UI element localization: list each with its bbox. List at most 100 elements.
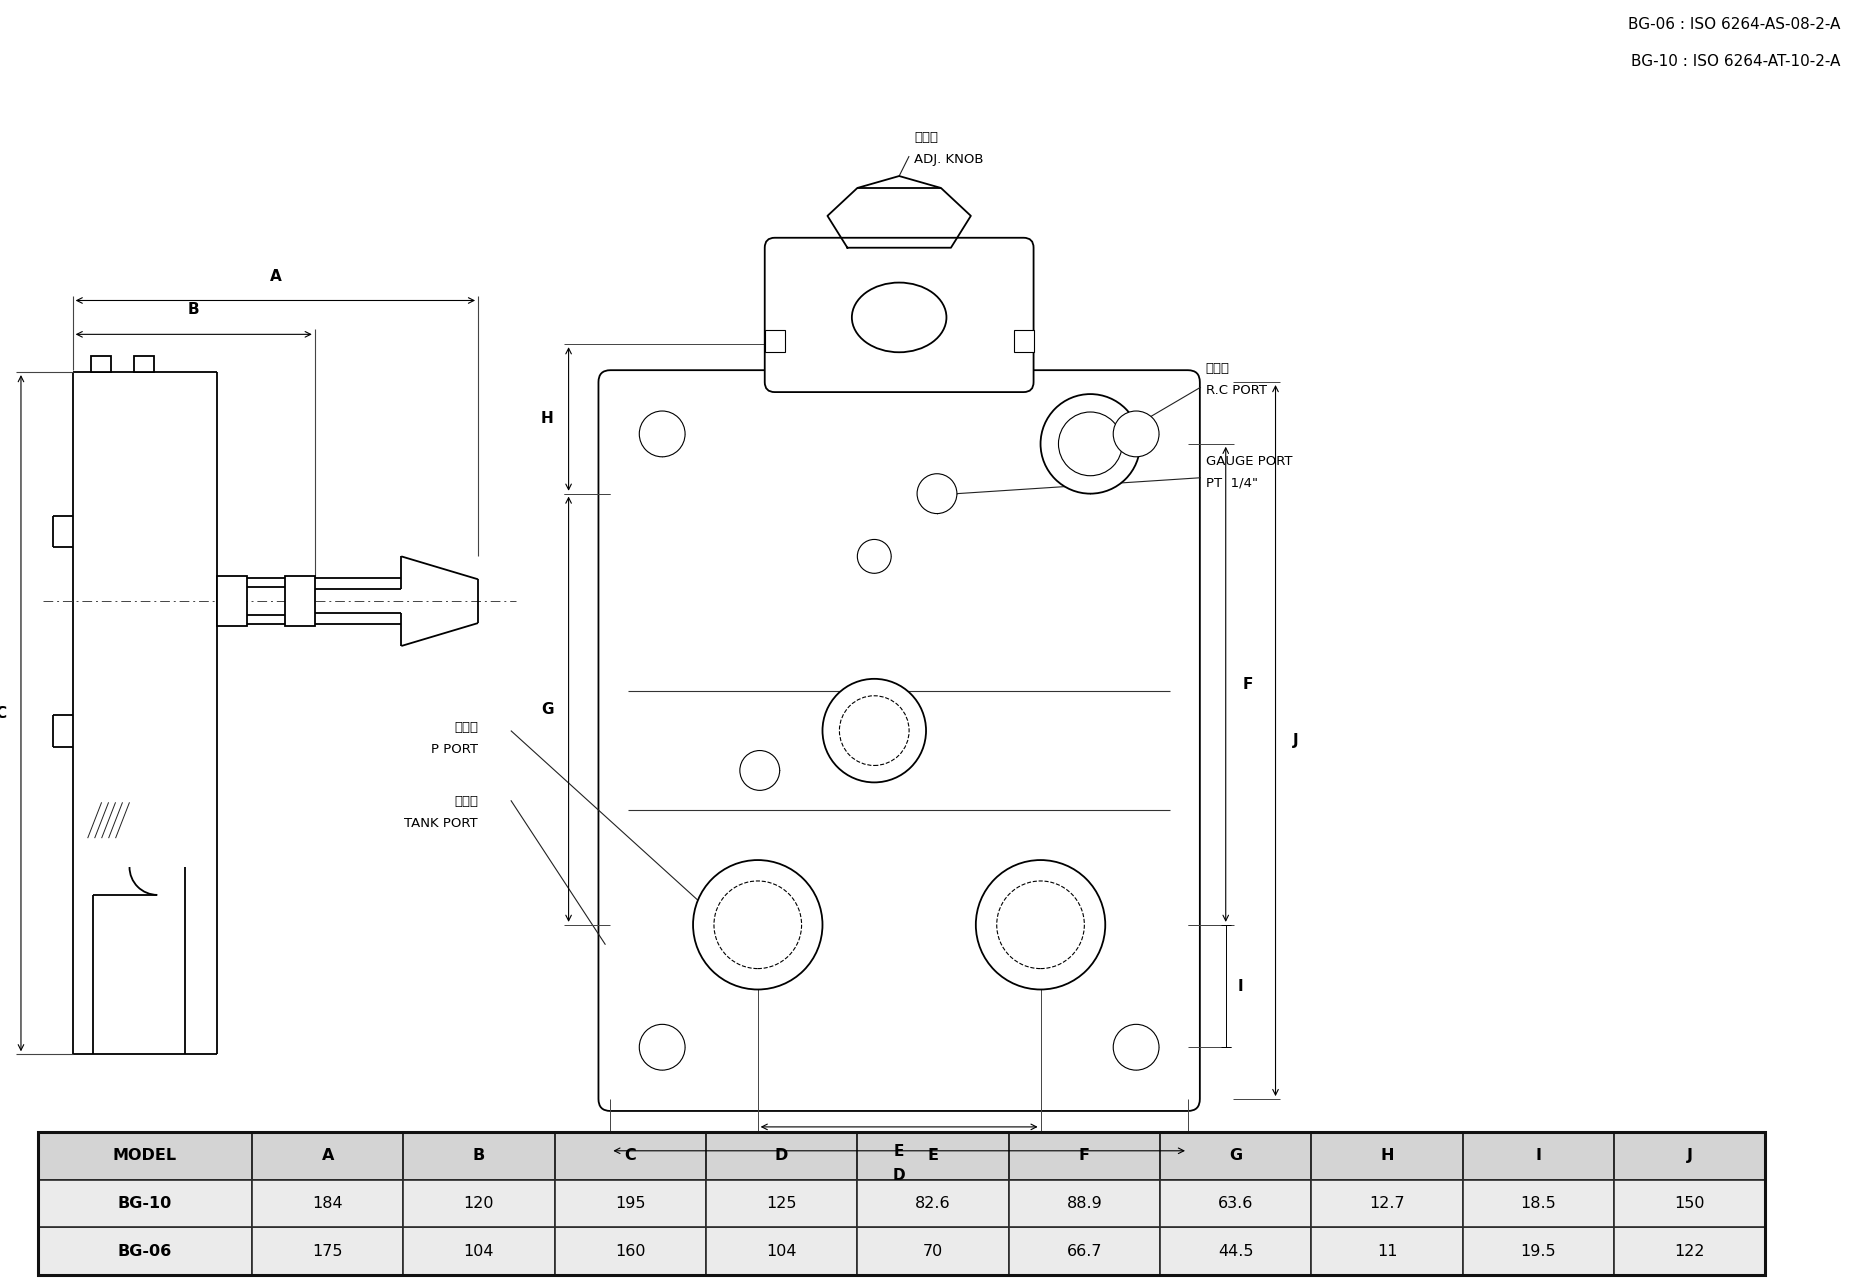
Bar bbox=[1007, 1132, 1159, 1179]
Text: D: D bbox=[775, 1148, 788, 1164]
Bar bbox=[1462, 1132, 1614, 1179]
Text: GAUGE PORT: GAUGE PORT bbox=[1206, 455, 1291, 468]
Bar bbox=[1013, 331, 1033, 352]
Circle shape bbox=[996, 881, 1083, 968]
Bar bbox=[764, 331, 785, 352]
Text: 120: 120 bbox=[464, 1196, 493, 1211]
Bar bbox=[857, 1227, 1007, 1276]
Bar bbox=[705, 1179, 857, 1227]
Text: 195: 195 bbox=[614, 1196, 646, 1211]
Text: 調節鈕: 調節鈕 bbox=[915, 131, 937, 144]
Text: 122: 122 bbox=[1673, 1244, 1705, 1259]
Bar bbox=[1462, 1227, 1614, 1276]
Bar bbox=[1311, 1227, 1462, 1276]
Ellipse shape bbox=[851, 283, 946, 352]
Text: E: E bbox=[894, 1143, 903, 1159]
FancyBboxPatch shape bbox=[764, 238, 1033, 392]
Bar bbox=[252, 1227, 403, 1276]
Text: 104: 104 bbox=[464, 1244, 493, 1259]
Bar bbox=[91, 356, 111, 372]
Text: B: B bbox=[187, 302, 200, 318]
Circle shape bbox=[976, 860, 1106, 989]
Circle shape bbox=[838, 696, 909, 765]
Text: 44.5: 44.5 bbox=[1217, 1244, 1252, 1259]
Bar bbox=[37, 1132, 252, 1179]
Circle shape bbox=[638, 1025, 684, 1070]
Text: J: J bbox=[1686, 1148, 1692, 1164]
Circle shape bbox=[1041, 394, 1139, 494]
Text: 壓力口: 壓力口 bbox=[454, 720, 479, 733]
Text: 遙控口: 遙控口 bbox=[1206, 363, 1230, 376]
Circle shape bbox=[638, 412, 684, 457]
Bar bbox=[555, 1179, 705, 1227]
Text: E: E bbox=[928, 1148, 939, 1164]
Bar bbox=[37, 1132, 1764, 1276]
Text: C: C bbox=[0, 706, 6, 720]
Text: A: A bbox=[269, 269, 282, 283]
Circle shape bbox=[822, 679, 926, 782]
Bar bbox=[705, 1227, 857, 1276]
Text: PT  1/4": PT 1/4" bbox=[1206, 477, 1258, 490]
Text: I: I bbox=[1534, 1148, 1540, 1164]
Bar bbox=[1159, 1227, 1311, 1276]
Circle shape bbox=[692, 860, 822, 989]
Text: 19.5: 19.5 bbox=[1519, 1244, 1554, 1259]
Circle shape bbox=[714, 881, 801, 968]
Bar bbox=[1159, 1132, 1311, 1179]
Text: TANK PORT: TANK PORT bbox=[404, 817, 479, 831]
Text: 88.9: 88.9 bbox=[1067, 1196, 1102, 1211]
Bar bbox=[1159, 1179, 1311, 1227]
Bar bbox=[37, 1179, 252, 1227]
Text: BG-06 : ISO 6264-AS-08-2-A: BG-06 : ISO 6264-AS-08-2-A bbox=[1627, 17, 1838, 32]
Bar bbox=[555, 1227, 705, 1276]
Bar bbox=[1311, 1132, 1462, 1179]
Text: F: F bbox=[1078, 1148, 1089, 1164]
Bar bbox=[37, 1227, 252, 1276]
FancyBboxPatch shape bbox=[597, 370, 1198, 1111]
Text: P PORT: P PORT bbox=[430, 742, 479, 755]
Bar bbox=[857, 1132, 1007, 1179]
Bar bbox=[252, 1132, 403, 1179]
Circle shape bbox=[857, 539, 890, 574]
Bar bbox=[857, 1179, 1007, 1227]
Bar bbox=[1007, 1179, 1159, 1227]
Bar bbox=[705, 1132, 857, 1179]
Text: 11: 11 bbox=[1376, 1244, 1397, 1259]
Text: B: B bbox=[473, 1148, 484, 1164]
Bar bbox=[1614, 1132, 1764, 1179]
Text: ADJ. KNOB: ADJ. KNOB bbox=[915, 153, 983, 166]
Bar bbox=[284, 576, 315, 626]
Text: 70: 70 bbox=[922, 1244, 942, 1259]
Bar bbox=[555, 1132, 705, 1179]
Bar bbox=[403, 1132, 555, 1179]
Text: D: D bbox=[892, 1168, 905, 1183]
Text: J: J bbox=[1291, 733, 1297, 748]
Text: MODEL: MODEL bbox=[113, 1148, 176, 1164]
Text: 66.7: 66.7 bbox=[1067, 1244, 1102, 1259]
Bar bbox=[1462, 1179, 1614, 1227]
Text: 82.6: 82.6 bbox=[915, 1196, 950, 1211]
Text: 150: 150 bbox=[1673, 1196, 1705, 1211]
Text: H: H bbox=[540, 412, 553, 427]
Text: 184: 184 bbox=[312, 1196, 343, 1211]
Bar bbox=[1614, 1227, 1764, 1276]
Bar bbox=[252, 1179, 403, 1227]
Text: 63.6: 63.6 bbox=[1217, 1196, 1252, 1211]
Text: H: H bbox=[1380, 1148, 1393, 1164]
Bar bbox=[1007, 1227, 1159, 1276]
Text: 104: 104 bbox=[766, 1244, 796, 1259]
Circle shape bbox=[1113, 1025, 1158, 1070]
Text: 12.7: 12.7 bbox=[1369, 1196, 1404, 1211]
Text: 175: 175 bbox=[312, 1244, 343, 1259]
Text: BG-06: BG-06 bbox=[117, 1244, 173, 1259]
Text: BG-10: BG-10 bbox=[117, 1196, 173, 1211]
Text: I: I bbox=[1237, 979, 1243, 994]
Circle shape bbox=[916, 473, 957, 513]
Text: C: C bbox=[623, 1148, 636, 1164]
Bar bbox=[403, 1227, 555, 1276]
Text: BG-10 : ISO 6264-AT-10-2-A: BG-10 : ISO 6264-AT-10-2-A bbox=[1631, 54, 1838, 68]
Bar bbox=[217, 576, 247, 626]
Text: 回油口: 回油口 bbox=[454, 795, 479, 809]
Text: R.C PORT: R.C PORT bbox=[1206, 385, 1267, 397]
Bar bbox=[1311, 1179, 1462, 1227]
